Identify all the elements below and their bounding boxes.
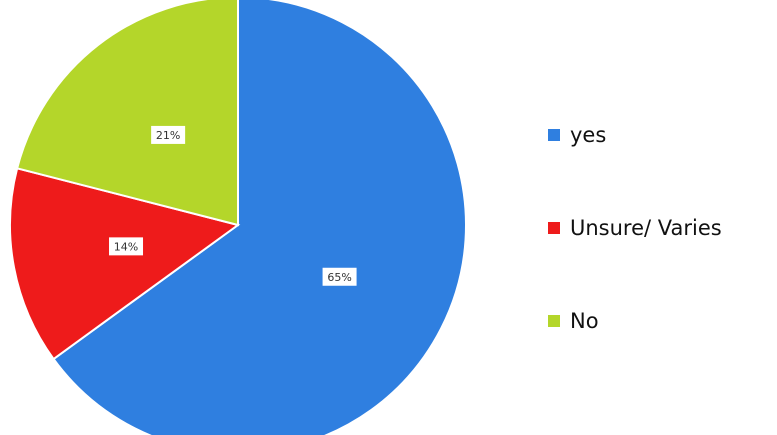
legend-item-no: No [548,298,773,344]
data-label-text-unsure-varies: 14% [114,240,138,253]
pie-slice-unsure-varies [9,167,241,361]
legend-swatch-no [548,315,560,327]
legend-label-yes: yes [570,123,607,147]
data-label-text-yes: 65% [327,271,351,284]
legend-swatch-yes [548,129,560,141]
chart-legend: yes Unsure/ Varies No [548,112,773,391]
data-label-unsure-varies: 14% [109,237,144,256]
data-label-text-no: 21% [156,129,180,142]
data-label-yes: 65% [322,267,357,286]
legend-swatch-unsure-varies [548,222,560,234]
legend-item-unsure-varies: Unsure/ Varies [548,205,773,251]
pie-slices [9,0,467,435]
legend-label-no: No [570,309,599,333]
data-label-box-yes [322,267,357,286]
data-label-box-unsure-varies [109,237,144,256]
legend-item-yes: yes [548,112,773,158]
data-label-box-no [151,125,186,144]
pie-data-labels: 65% 14% 21% [109,125,357,286]
data-label-no: 21% [151,125,186,144]
pie-slice-yes [52,0,467,435]
pie-slice-no [15,0,239,227]
legend-label-unsure-varies: Unsure/ Varies [570,216,722,240]
